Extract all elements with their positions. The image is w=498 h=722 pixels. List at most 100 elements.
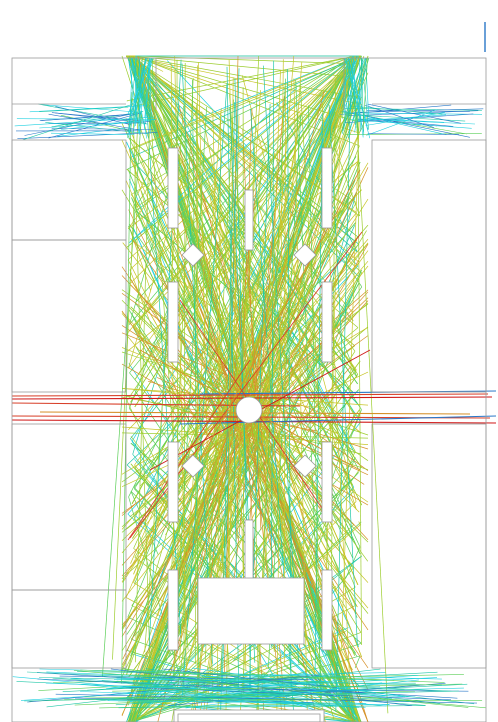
ray-path — [214, 55, 365, 554]
ray-path — [134, 113, 151, 663]
ray-path — [26, 671, 452, 692]
ray-path — [45, 122, 149, 135]
ray-path — [129, 55, 354, 150]
floor-plan-walls — [11, 22, 487, 722]
ray-path — [328, 104, 358, 645]
ray-path — [128, 57, 146, 131]
ray-path — [80, 691, 282, 699]
ray-path — [362, 57, 368, 129]
ray-path — [135, 57, 154, 113]
ray-path — [51, 112, 146, 124]
diamond-column — [181, 454, 205, 478]
ray-path — [129, 225, 356, 722]
ray-path — [106, 673, 308, 689]
ray-path — [128, 57, 133, 139]
right-room-upper — [371, 139, 487, 393]
ray-path — [185, 682, 383, 709]
ray-path — [147, 57, 151, 134]
ray-path — [24, 690, 459, 702]
ray-path — [293, 78, 308, 715]
ray-path — [169, 289, 369, 465]
ray-path — [122, 677, 438, 694]
ray-path — [121, 251, 355, 637]
ray-path — [189, 55, 369, 524]
pillar — [167, 281, 179, 363]
ray-path — [145, 668, 441, 704]
ray-path — [45, 682, 416, 698]
ray-path — [127, 174, 168, 229]
ray-path — [127, 653, 262, 722]
ray-path — [121, 343, 326, 541]
ray-path — [131, 57, 151, 120]
ray-path — [196, 139, 361, 722]
ray-path — [354, 91, 389, 714]
ray-path — [102, 111, 143, 677]
diamond-column — [293, 454, 317, 478]
bottom-entry-inner — [177, 713, 321, 722]
ray-path — [133, 55, 285, 185]
ray-path — [145, 93, 182, 643]
ray-path — [173, 106, 207, 677]
ray-path — [357, 92, 362, 646]
ray-path — [132, 55, 356, 107]
ray-path — [218, 212, 354, 468]
ray-path — [121, 293, 369, 471]
ray-path — [349, 105, 443, 115]
ray-path — [107, 700, 367, 704]
ray-path — [128, 57, 137, 112]
pillar — [321, 441, 333, 523]
ray-path — [275, 160, 363, 287]
ray-path — [121, 189, 332, 536]
ray-path — [132, 55, 357, 98]
strong-ray — [199, 390, 497, 395]
ray-path — [127, 57, 137, 138]
ray-path — [174, 205, 302, 661]
ray-path — [329, 192, 357, 290]
ray-path — [39, 106, 129, 112]
ray-path — [55, 106, 131, 125]
ray-path — [283, 86, 286, 665]
ray-path — [250, 55, 356, 290]
pillar — [244, 519, 254, 581]
ray-path — [270, 60, 275, 648]
ray-path — [276, 102, 358, 253]
lower-block — [197, 577, 305, 645]
ray-path — [308, 105, 322, 704]
pillar — [321, 147, 333, 229]
ray-path — [99, 704, 287, 709]
ray-path — [53, 674, 464, 683]
ray-path — [343, 57, 358, 128]
ray-path — [151, 57, 155, 130]
ray-path — [127, 55, 361, 170]
ray-path — [121, 289, 369, 461]
ray-path — [132, 55, 356, 452]
ray-path — [178, 680, 322, 704]
ray-path — [138, 57, 143, 134]
ray-path — [348, 57, 358, 122]
ray-path — [162, 668, 338, 688]
ray-path — [228, 59, 247, 671]
ray-path — [360, 57, 363, 132]
ray-path — [127, 55, 357, 229]
ray-path — [130, 55, 353, 78]
ray-path — [121, 92, 132, 684]
ray-path — [237, 55, 260, 539]
ray-path — [352, 108, 484, 113]
ray-path — [110, 668, 413, 706]
pillar — [321, 569, 333, 651]
strong-ray — [127, 359, 251, 541]
ray-path — [341, 95, 361, 650]
ray-path — [132, 55, 356, 122]
ray-path — [184, 691, 348, 703]
ray-path — [364, 104, 435, 128]
ray-path — [121, 335, 369, 514]
ray-path — [366, 110, 470, 112]
ray-path — [257, 62, 303, 659]
ray-path — [174, 250, 369, 512]
ray-path — [133, 57, 141, 124]
ray-path — [355, 114, 447, 122]
ray-path — [112, 66, 141, 660]
left-room-upper — [11, 139, 127, 241]
